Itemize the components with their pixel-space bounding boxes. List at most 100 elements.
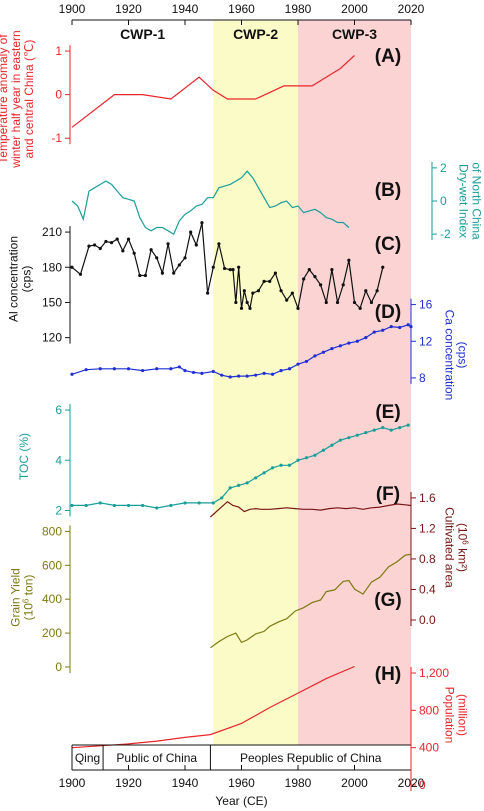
panel-d-point-20: [279, 368, 283, 373]
panel-d-point-22: [296, 362, 300, 366]
panel-c-point-17: [172, 271, 176, 275]
panel-f-y-label-1: (106 km²): [456, 523, 471, 572]
panel-c-point-31: [239, 306, 244, 310]
panel-d-point-25: [321, 350, 326, 354]
x-tick-label-top-1980: 1980: [285, 2, 312, 16]
panel-e-point-13: [237, 483, 241, 487]
period-band-cwp-2: [213, 20, 298, 745]
panel-e-point-30: [381, 426, 385, 430]
panel-d-point-26: [330, 346, 334, 351]
panel-c-point-55: [364, 289, 368, 293]
panel-c-y-tick-label-0: 120: [42, 331, 62, 345]
panel-e-point-27: [355, 433, 359, 437]
panel-e-y-label-0: TOC (%): [17, 433, 31, 480]
panel-g-y-label-unit: ton): [22, 575, 36, 599]
panel-d-point-5: [141, 368, 145, 373]
panel-e-point-32: [398, 426, 402, 430]
panel-d-point-16: [245, 374, 249, 378]
panel-c-point-54: [358, 306, 362, 310]
panel-g-y-tick-label-2: 400: [42, 592, 62, 606]
panel-c-point-6: [109, 241, 114, 245]
panel-c-point-48: [324, 300, 328, 305]
panel-d-point-6: [155, 367, 159, 371]
panel-c-point-15: [160, 271, 164, 275]
panel-c-point-19: [183, 256, 187, 260]
panel-c-point-52: [347, 258, 351, 262]
panel-e-point-7: [169, 503, 173, 508]
panel-e-point-8: [183, 501, 187, 505]
panel-b-y-label-1: of North China: [470, 162, 484, 240]
series-layer: [70, 54, 413, 749]
panel-d-y-label-1: (cps): [456, 342, 470, 369]
panel-c-point-29: [234, 300, 238, 305]
panel-g-y-tick-label-0: 0: [55, 660, 62, 674]
panel-d-point-4: [126, 367, 131, 371]
x-tick-label-top-1940: 1940: [172, 2, 199, 16]
panel-c-point-37: [262, 279, 266, 283]
panel-f-series-line: [209, 500, 412, 518]
panel-c-point-57: [375, 289, 379, 293]
panel-c-point-7: [115, 237, 119, 241]
panel-c-point-14: [155, 256, 159, 260]
panel-c-point-44: [302, 277, 306, 281]
panel-e-point-3: [112, 503, 116, 508]
panel-a-y-tick-label-1: 0: [55, 88, 62, 102]
panel-h-y-tick-label-3: 1,200: [419, 666, 449, 680]
panel-b-y-label-0: Dry-wet Index: [457, 164, 471, 238]
panel-e-point-20: [296, 458, 300, 462]
panel-e-point-22: [313, 453, 317, 457]
panel-c-point-3: [93, 243, 97, 247]
panel-a-letter: (A): [375, 46, 401, 67]
panel-c-point-25: [217, 242, 221, 246]
panel-d-point-27: [338, 344, 342, 348]
x-axis-title: Year (CE): [215, 794, 267, 808]
panel-d-point-0: [70, 372, 74, 376]
panel-d-point-28: [347, 341, 351, 345]
panel-d-point-19: [270, 372, 275, 376]
panel-e-point-25: [338, 438, 342, 442]
axes-layer: [65, 19, 437, 791]
period-label-cwp-2: CWP-2: [233, 26, 278, 42]
panel-c-point-51: [341, 283, 345, 287]
panel-e-point-5: [141, 503, 145, 508]
panel-e-letter: (E): [375, 402, 400, 423]
panel-c-point-34: [248, 306, 252, 310]
panel-h-y-tick-label-2: 800: [419, 703, 439, 717]
panel-e-point-26: [347, 436, 351, 440]
panel-e-series-line: [72, 424, 409, 509]
panel-h-y-tick-label-1: 400: [419, 741, 439, 755]
panel-e-point-15: [254, 476, 258, 480]
panel-d-point-11: [200, 371, 204, 375]
regime-label-0: Qing: [75, 751, 100, 765]
panel-c-point-56: [369, 300, 374, 305]
panel-e-y-tick-label-0: 2: [55, 503, 62, 517]
panel-c-y-label-1: (cps): [20, 266, 34, 293]
panel-d-point-33: [389, 324, 393, 329]
panel-c-point-23: [206, 291, 210, 295]
panel-d-point-14: [228, 375, 232, 379]
panel-d-point-12: [211, 369, 215, 374]
panel-c-point-45: [307, 268, 311, 272]
panel-c-point-26: [222, 266, 227, 271]
panel-c-point-53: [352, 300, 357, 305]
panel-d-point-31: [372, 330, 376, 334]
panel-f-y-tick-label-0: 0.0: [419, 613, 436, 627]
panel-b-series-line: [71, 170, 350, 235]
panel-d-point-3: [112, 367, 116, 371]
panel-c-point-41: [285, 298, 289, 302]
panel-a-series-line: [71, 54, 355, 128]
panel-f-y-tick-label-1: 0.4: [419, 582, 436, 596]
x-tick-label-bottom-1980: 1980: [285, 776, 312, 790]
panel-c-point-39: [273, 271, 277, 275]
panel-c-point-32: [242, 289, 246, 293]
panel-e-point-24: [330, 443, 334, 447]
panel-c-point-38: [268, 279, 272, 283]
panel-c-point-58: [381, 265, 385, 269]
panel-d-point-2: [98, 367, 102, 371]
panel-c-point-10: [132, 251, 136, 255]
x-tick-label-top-2020: 2020: [398, 2, 425, 16]
panel-e-point-6: [155, 506, 159, 510]
panel-d-y-label-0: Ca concentration: [443, 310, 457, 401]
panel-c-point-21: [194, 243, 198, 247]
panel-f-y-label-exponent: 6: [461, 540, 470, 545]
